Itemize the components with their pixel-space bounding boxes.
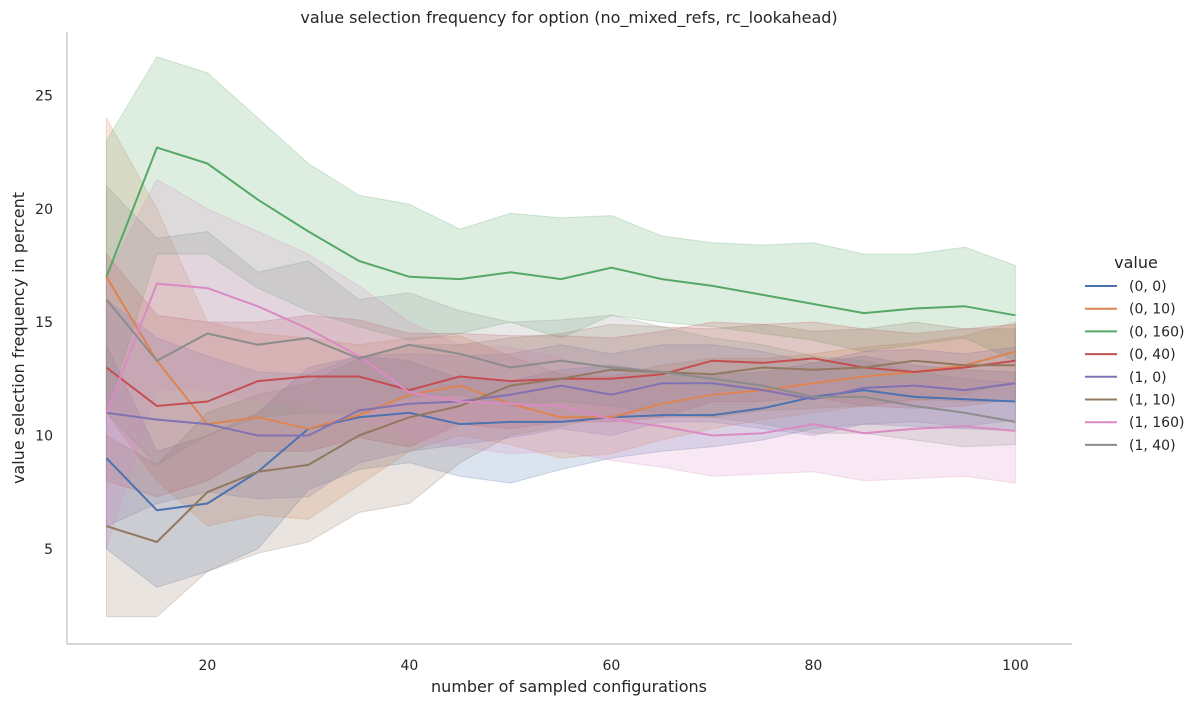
series-line [105, 282, 1016, 437]
x-ticks: 20 40 60 80 100 [198, 658, 1028, 674]
x-tick-label: 100 [1002, 658, 1029, 674]
x-tick-label: 40 [400, 658, 418, 674]
y-tick-label: 15 [35, 315, 53, 331]
legend-label: (1, 10) [1129, 393, 1176, 409]
series-line [105, 276, 1016, 430]
legend-label: (0, 0) [1129, 279, 1167, 295]
series-line [105, 146, 1016, 317]
y-tick-label: 10 [35, 428, 53, 444]
axes: 20 40 60 80 100 5 10 15 20 25 [35, 32, 1072, 674]
series-line [105, 298, 1016, 423]
y-tick-label: 20 [35, 202, 53, 218]
legend-label: (1, 160) [1129, 415, 1184, 431]
legend-label: (1, 0) [1129, 370, 1167, 386]
legend-label: (1, 40) [1129, 438, 1176, 454]
series-line [106, 382, 1016, 437]
plot-area [105, 56, 1016, 618]
x-tick-label: 60 [603, 658, 621, 674]
legend-label: (0, 40) [1129, 347, 1176, 363]
chart-title: value selection frequency for option (no… [300, 8, 837, 28]
y-ticks: 5 10 15 20 25 [35, 88, 53, 557]
x-tick-label: 80 [805, 658, 823, 674]
legend-label: (0, 160) [1129, 324, 1184, 340]
x-tick-label: 20 [198, 658, 216, 674]
y-tick-label: 25 [35, 88, 53, 104]
y-axis-label: value selection frequency in percent [9, 192, 28, 484]
confidence-band [105, 252, 1016, 498]
series-line [106, 359, 1016, 543]
x-axis-label: number of sampled configurations [431, 677, 707, 696]
confidence-band [105, 298, 1016, 527]
legend-title: value [1114, 253, 1158, 272]
confidence-bands [105, 56, 1016, 618]
series-lines [105, 146, 1016, 543]
legend-items: (0, 0) (0, 10) (0, 160) (0, 40) (1, 0) (1, 10… [1085, 279, 1184, 454]
legend-label: (0, 10) [1129, 302, 1176, 318]
y-tick-label: 5 [44, 542, 53, 558]
confidence-band [105, 178, 1016, 549]
legend: value (0, 0) (0, 10) (0, 160) (0, 40) (1, 0)… [1085, 253, 1184, 454]
